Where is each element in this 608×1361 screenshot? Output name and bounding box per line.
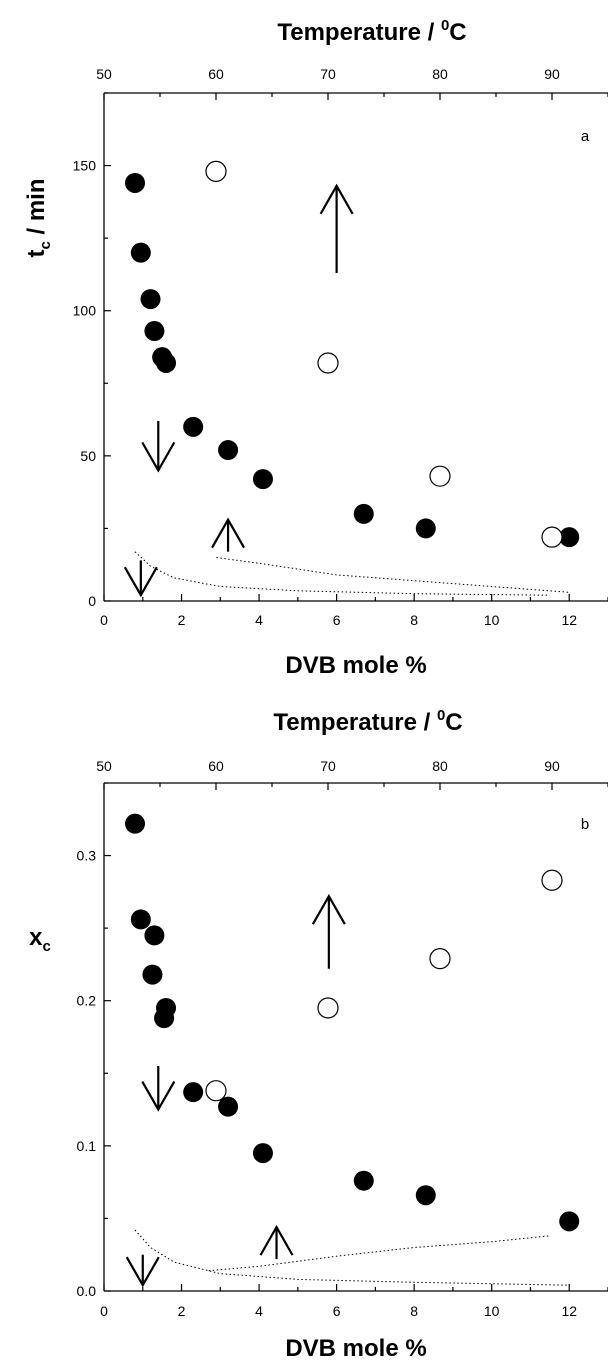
data-point-filled [415, 1185, 436, 1206]
y-tick-label: 0.1 [77, 1138, 97, 1154]
top-tick-label: 70 [320, 66, 336, 82]
data-point-filled [559, 1211, 580, 1232]
data-point-filled [144, 925, 165, 946]
top-axis-title: Temperature / 0C [273, 707, 462, 736]
chart-panel-b: Temperature / 0C 0 2 4 6 8 10 12 50 60 70 80 90 0.0 0.… [29, 707, 608, 1361]
y-tick-label: 0 [88, 593, 96, 609]
data-point-filled [218, 1096, 239, 1117]
arrow-head [259, 1224, 294, 1256]
arrow-head [141, 441, 176, 473]
arrow-head [319, 183, 354, 215]
x-tick-label: 10 [484, 612, 500, 628]
x-axis-label: DVB mole % [285, 652, 426, 679]
top-tick-label: 90 [544, 66, 560, 82]
data-point-filled [415, 518, 436, 539]
top-axis-title: Temperature / 0C [277, 17, 466, 46]
top-tick-label: 70 [320, 758, 336, 774]
data-point-filled [353, 1170, 374, 1191]
data-point-filled [252, 1143, 273, 1164]
y-tick-label: 50 [80, 448, 96, 464]
dotted-curve [134, 1229, 570, 1286]
data-point-filled [130, 909, 151, 930]
top-tick-label: 80 [432, 758, 448, 774]
panel-label: a [581, 128, 590, 145]
x-tick-label: 2 [178, 612, 186, 628]
x-tick-label: 6 [333, 612, 341, 628]
x-axis-label: DVB mole % [285, 1335, 426, 1361]
y-axis-label: xc [29, 924, 51, 955]
top-tick-label: 90 [544, 758, 560, 774]
y-tick-label: 150 [73, 158, 97, 174]
data-point-filled [142, 964, 163, 985]
top-tick-label: 50 [96, 66, 112, 82]
x-tick-label: 8 [410, 1303, 418, 1319]
data-point-filled [559, 527, 580, 548]
dotted-curve [208, 1235, 550, 1272]
y-axis-label: tc / min [23, 178, 54, 257]
x-tick-label: 8 [410, 612, 418, 628]
dotted-curve [216, 557, 570, 593]
arrow-head [125, 1256, 160, 1288]
top-tick-label: 60 [208, 66, 224, 82]
arrow-head [311, 893, 346, 925]
data-point-open [205, 1080, 227, 1102]
data-point-open [429, 465, 451, 487]
x-tick-label: 2 [178, 1303, 186, 1319]
y-tick-label: 0.2 [77, 993, 97, 1009]
data-point-filled [252, 469, 273, 490]
data-point-filled [183, 1082, 204, 1103]
data-point-filled [156, 352, 177, 373]
x-tick-label: 12 [561, 1303, 577, 1319]
data-point-filled [353, 503, 374, 524]
x-tick-label: 12 [561, 612, 577, 628]
dotted-curve [134, 551, 550, 596]
panel-label: b [581, 816, 589, 833]
data-point-open [541, 869, 563, 891]
data-point-open [205, 160, 227, 182]
data-point-open [429, 948, 451, 970]
y-tick-label: 0.3 [77, 848, 97, 864]
x-tick-label: 0 [100, 1303, 108, 1319]
x-tick-label: 4 [255, 1303, 263, 1319]
x-tick-label: 0 [100, 612, 108, 628]
data-point-filled [183, 416, 204, 437]
data-point-open [541, 526, 563, 548]
y-tick-label: 0.0 [77, 1283, 97, 1299]
data-point-open [317, 352, 339, 374]
data-point-filled [154, 1008, 175, 1029]
arrow-head [141, 1081, 176, 1112]
data-point-filled [125, 813, 146, 834]
top-tick-label: 80 [432, 66, 448, 82]
data-point-open [317, 997, 339, 1019]
x-tick-label: 4 [255, 612, 263, 628]
data-point-filled [130, 242, 151, 263]
data-point-filled [144, 321, 165, 342]
top-tick-label: 60 [208, 758, 224, 774]
top-tick-label: 50 [96, 758, 112, 774]
data-point-filled [140, 289, 161, 310]
arrow-head [211, 517, 246, 549]
arrow-head [123, 566, 158, 598]
chart-panel-a: Temperature / 0C 0 2 4 6 8 10 12 50 60 70 80 90 0 50 10… [23, 17, 608, 679]
y-tick-label: 100 [73, 303, 97, 319]
x-tick-label: 10 [484, 1303, 500, 1319]
data-point-filled [125, 172, 146, 193]
x-tick-label: 6 [333, 1303, 341, 1319]
data-point-filled [218, 440, 239, 461]
